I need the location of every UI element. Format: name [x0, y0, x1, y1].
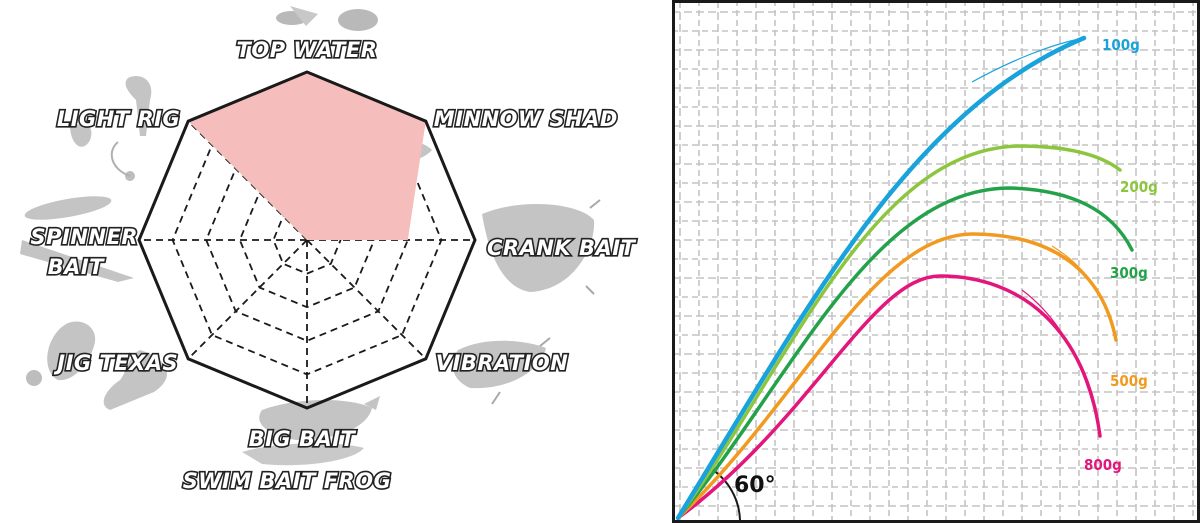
radar-label-line: SPINNER	[31, 225, 139, 249]
radar-label-line: CRANK BAIT	[487, 236, 637, 260]
bend-curve-tip-100g	[971, 37, 1085, 83]
bend-curves	[675, 35, 1134, 521]
lure-suitability-radar-chart: TOP WATER MINNOW SHAD CRANK BAIT VIBRATION B…	[20, 6, 638, 495]
radar-spoke-jig-texas	[187, 239, 308, 360]
radar-label-line: VIBRATION	[436, 351, 569, 375]
bend-curve-100g	[675, 35, 1087, 521]
radar-chart-svg: TOP WATER MINNOW SHAD CRANK BAIT VIBRATION B…	[20, 6, 638, 495]
weight-label-500g: 500g	[1110, 372, 1148, 390]
weight-label-200g: 200g	[1120, 178, 1158, 196]
bend-curve-tip-200g	[1051, 145, 1121, 171]
rod-bend-curve-chart: 60° 800g 500g 300g 200g 100g	[672, 0, 1200, 523]
weight-label-300g: 300g	[1110, 264, 1148, 282]
radar-outline	[137, 70, 477, 410]
angle-label: 60°	[734, 473, 776, 498]
radar-label-light-rig: LIGHT RIG	[57, 107, 180, 131]
radar-label-line: BIG BAIT	[249, 427, 357, 451]
weight-label-100g: 100g	[1102, 36, 1140, 54]
top-water-lure-icon	[276, 6, 378, 31]
weight-label-800g: 800g	[1084, 456, 1122, 474]
bend-curve-tip-300g	[1061, 193, 1133, 251]
radar-label-big-bait: BIG BAIT SWIM BAIT FROG	[183, 427, 392, 493]
big-bait-lure-icon	[259, 396, 380, 440]
radar-label-line: LIGHT RIG	[57, 107, 180, 131]
radar-ring-1	[272, 205, 342, 275]
bend-curve-tip-500g	[1051, 245, 1117, 341]
radar-label-line: TOP WATER	[237, 38, 378, 62]
radar-outer-border	[137, 70, 477, 410]
radar-value-polygon	[188, 72, 426, 240]
radar-label-line: MINNOW SHAD	[434, 107, 618, 131]
radar-spoke-vibration	[306, 239, 427, 360]
light-rig-lure-icon	[70, 76, 152, 181]
radar-value-area	[188, 72, 426, 240]
weight-labels: 800g 500g 300g 200g 100g	[1084, 36, 1158, 474]
crank-bait-lure-icon	[482, 199, 601, 295]
vibration-lure-icon	[452, 337, 551, 405]
radar-label-line: BAIT	[48, 255, 106, 279]
radar-label-line: SWIM BAIT FROG	[183, 469, 392, 493]
radar-label-crank-bait: CRANK BAIT	[487, 236, 637, 260]
radar-label-line: JIG TEXAS	[53, 351, 178, 375]
radar-label-spinner-bait: SPINNER BAIT	[31, 225, 139, 279]
radar-label-top-water: TOP WATER	[237, 38, 378, 62]
swim-bait-lure-icon	[242, 443, 364, 466]
bend-curve-tip-800g	[1021, 289, 1101, 437]
radar-label-minnow-shad: MINNOW SHAD	[434, 107, 618, 131]
bend-curve-500g	[676, 232, 1118, 520]
bend-frame	[672, 0, 1200, 523]
jig-texas-lure-icon	[26, 321, 167, 410]
radar-ring-2	[238, 171, 376, 309]
bend-chart-svg: 60° 800g 500g 300g 200g 100g	[672, 0, 1200, 523]
radar-label-vibration: VIBRATION	[436, 351, 569, 375]
radar-category-labels: TOP WATER MINNOW SHAD CRANK BAIT VIBRATION B…	[29, 36, 638, 494]
radar-label-jig-texas: JIG TEXAS	[53, 351, 178, 375]
spinner-bait-lure-icon	[20, 196, 134, 282]
